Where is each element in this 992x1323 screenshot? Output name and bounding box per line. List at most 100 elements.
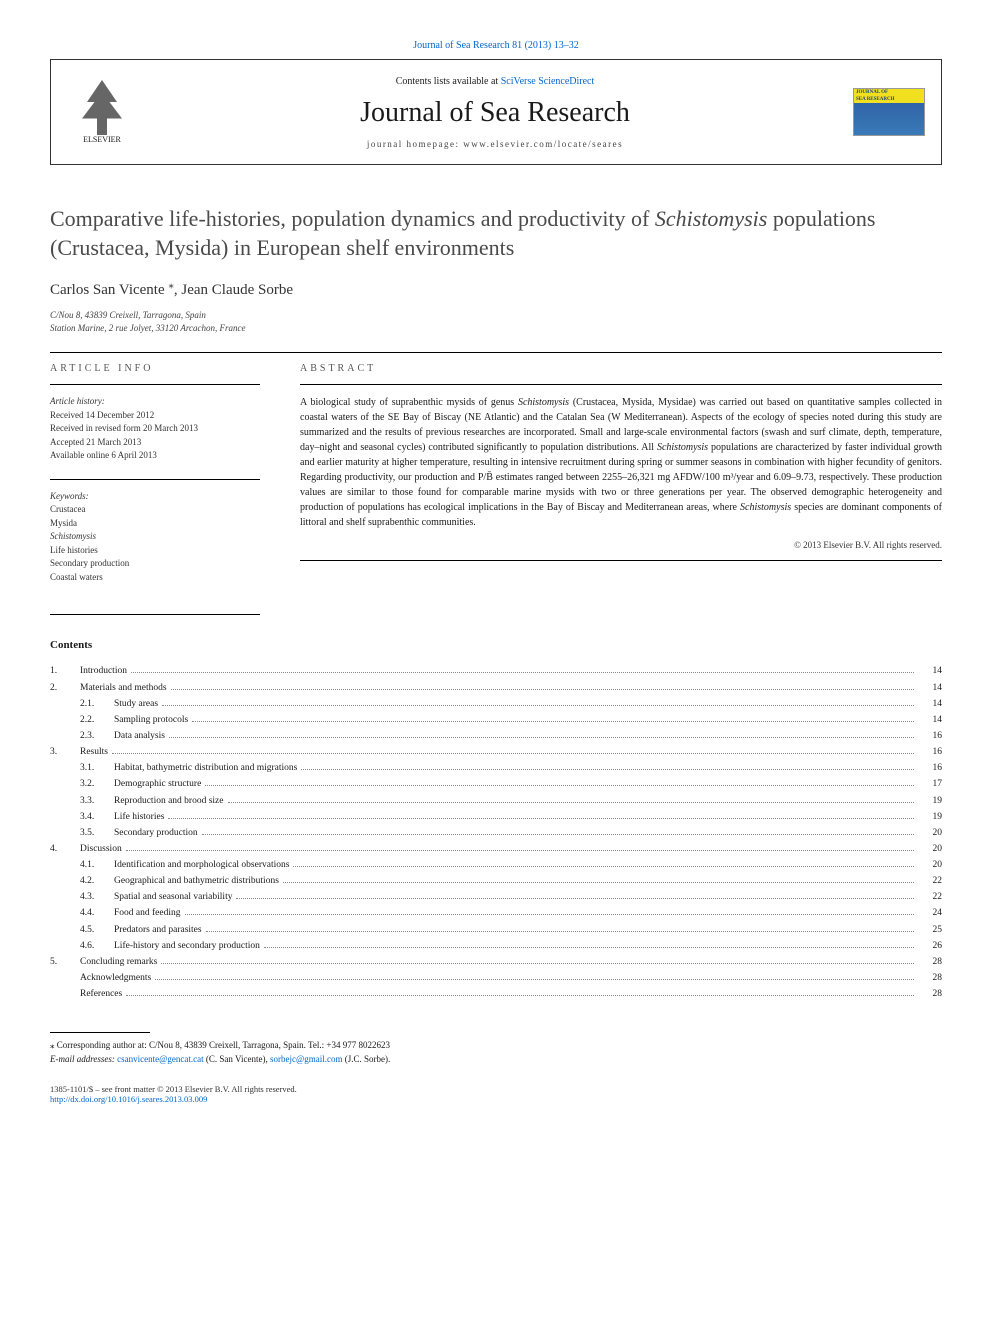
toc-row[interactable]: 4.5.Predators and parasites25 <box>50 922 942 938</box>
toc-dots <box>161 963 914 964</box>
toc-row[interactable]: 3.5.Secondary production20 <box>50 825 942 841</box>
toc-row[interactable]: 3.2.Demographic structure17 <box>50 776 942 792</box>
toc-row[interactable]: 2.2.Sampling protocols14 <box>50 712 942 728</box>
toc-dots <box>126 850 914 851</box>
homepage-url[interactable]: www.elsevier.com/locate/seares <box>463 139 623 149</box>
toc-row[interactable]: 4.6.Life-history and secondary productio… <box>50 938 942 954</box>
journal-reference-link[interactable]: Journal of Sea Research 81 (2013) 13–32 <box>413 40 579 51</box>
email-label: E-mail addresses: <box>50 1054 117 1064</box>
toc-title: Demographic structure <box>114 776 201 792</box>
toc-row[interactable]: 3.3.Reproduction and brood size19 <box>50 793 942 809</box>
toc-page: 16 <box>918 728 942 744</box>
author-1: Carlos San Vicente <box>50 282 168 298</box>
toc-row[interactable]: 2.3.Data analysis16 <box>50 728 942 744</box>
footer-copyright: 1385-1101/$ – see front matter © 2013 El… <box>50 1084 942 1104</box>
toc-row[interactable]: 4.2.Geographical and bathymetric distrib… <box>50 873 942 889</box>
contents-prefix: Contents lists available at <box>396 76 501 87</box>
toc-dots <box>236 898 914 899</box>
toc-row[interactable]: 1.Introduction14 <box>50 663 942 679</box>
toc-row[interactable]: Acknowledgments28 <box>50 970 942 986</box>
toc-page: 20 <box>918 841 942 857</box>
divider <box>50 614 260 615</box>
divider <box>300 560 942 561</box>
divider <box>50 384 260 385</box>
toc-row[interactable]: References28 <box>50 986 942 1002</box>
toc-title: Food and feeding <box>114 905 181 921</box>
toc-number: 3.4. <box>80 809 114 825</box>
toc-title: Predators and parasites <box>114 922 202 938</box>
abstract-copyright: © 2013 Elsevier B.V. All rights reserved… <box>300 540 942 550</box>
divider <box>50 352 942 353</box>
toc-dots <box>168 818 914 819</box>
toc-row[interactable]: 4.3.Spatial and seasonal variability22 <box>50 889 942 905</box>
toc-number: 2.1. <box>80 696 114 712</box>
article-history: Article history: Received 14 December 20… <box>50 395 260 463</box>
toc-row[interactable]: 4.1.Identification and morphological obs… <box>50 857 942 873</box>
article-info-heading: article info <box>50 363 260 374</box>
abstract-column: abstract A biological study of suprabent… <box>300 363 942 584</box>
toc-title: Life-history and secondary production <box>114 938 260 954</box>
toc-dots <box>185 914 915 915</box>
toc-row[interactable]: 3.1.Habitat, bathymetric distribution an… <box>50 760 942 776</box>
journal-header: ELSEVIER Contents lists available at Sci… <box>50 59 942 165</box>
abs-em2: Schistomysis <box>657 442 708 453</box>
footnote-separator <box>50 1032 150 1033</box>
toc-title: Reproduction and brood size <box>114 793 224 809</box>
toc-page: 22 <box>918 889 942 905</box>
toc-page: 16 <box>918 744 942 760</box>
abs-em3: Schistomysis <box>740 502 791 513</box>
toc-page: 24 <box>918 905 942 921</box>
toc-row[interactable]: 2.Materials and methods14 <box>50 680 942 696</box>
affiliation-1: C/Nou 8, 43839 Creixell, Tarragona, Spai… <box>50 309 942 322</box>
email-link-1[interactable]: csanvicente@gencat.cat <box>117 1054 204 1064</box>
sciencedirect-link[interactable]: SciVerse ScienceDirect <box>501 76 595 87</box>
abs-p1: A biological study of suprabenthic mysid… <box>300 397 518 408</box>
keyword: Mysida <box>50 517 260 531</box>
email-link-2[interactable]: sorbejc@gmail.com <box>270 1054 343 1064</box>
toc-title: Sampling protocols <box>114 712 188 728</box>
toc-dots <box>162 705 914 706</box>
toc-number: 4.5. <box>80 922 114 938</box>
elsevier-tree-icon <box>77 80 127 135</box>
toc-page: 28 <box>918 970 942 986</box>
toc-title: Data analysis <box>114 728 165 744</box>
title-pre: Comparative life-histories, population d… <box>50 206 655 231</box>
toc-number: 1. <box>50 663 80 679</box>
journal-homepage: journal homepage: www.elsevier.com/locat… <box>157 139 833 149</box>
history-online: Available online 6 April 2013 <box>50 449 260 463</box>
journal-reference: Journal of Sea Research 81 (2013) 13–32 <box>50 40 942 51</box>
toc-row[interactable]: 4.4.Food and feeding 24 <box>50 905 942 921</box>
toc-page: 22 <box>918 873 942 889</box>
author-2: Jean Claude Sorbe <box>181 282 293 298</box>
toc-dots <box>283 882 914 883</box>
doi-link[interactable]: http://dx.doi.org/10.1016/j.seares.2013.… <box>50 1094 207 1104</box>
toc-number: 4.2. <box>80 873 114 889</box>
front-matter-line: 1385-1101/$ – see front matter © 2013 El… <box>50 1084 942 1094</box>
affiliations: C/Nou 8, 43839 Creixell, Tarragona, Spai… <box>50 309 942 334</box>
toc-row[interactable]: 4.Discussion20 <box>50 841 942 857</box>
toc-page: 20 <box>918 857 942 873</box>
toc-dots <box>126 995 914 996</box>
toc-row[interactable]: 5.Concluding remarks28 <box>50 954 942 970</box>
toc-row[interactable]: 2.1.Study areas14 <box>50 696 942 712</box>
toc-dots <box>301 769 914 770</box>
toc-dots <box>131 672 914 673</box>
toc-title: References <box>80 986 122 1002</box>
toc-dots <box>206 931 914 932</box>
toc-page: 28 <box>918 954 942 970</box>
toc-dots <box>192 721 914 722</box>
toc-page: 14 <box>918 663 942 679</box>
toc-dots <box>205 785 914 786</box>
footnote-text: Corresponding author at: C/Nou 8, 43839 … <box>55 1040 390 1050</box>
article-info-column: article info Article history: Received 1… <box>50 363 260 584</box>
toc-title: Life histories <box>114 809 164 825</box>
keyword: Schistomysis <box>50 530 260 544</box>
toc-number: 3.1. <box>80 760 114 776</box>
keyword: Crustacea <box>50 503 260 517</box>
email-2-post: (J.C. Sorbe). <box>342 1054 390 1064</box>
toc-page: 16 <box>918 760 942 776</box>
toc-title: Study areas <box>114 696 158 712</box>
toc-row[interactable]: 3.4.Life histories19 <box>50 809 942 825</box>
toc-number: 4.4. <box>80 905 114 921</box>
toc-row[interactable]: 3.Results16 <box>50 744 942 760</box>
